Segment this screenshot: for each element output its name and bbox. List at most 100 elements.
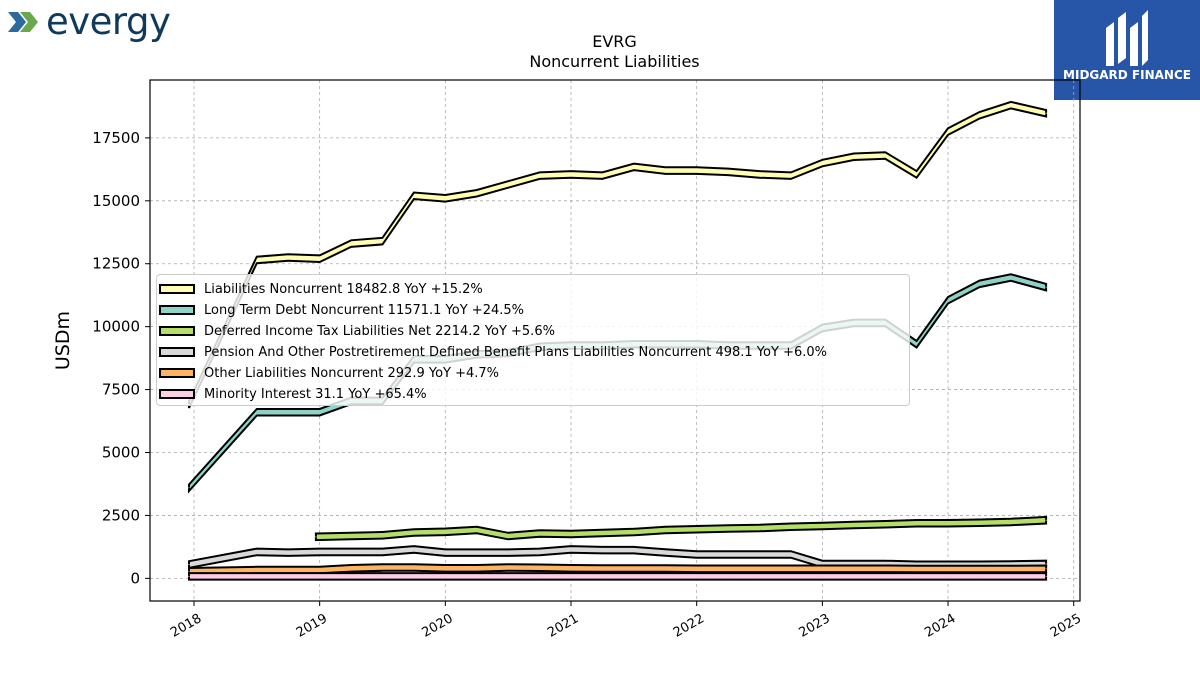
series-2-point	[476, 529, 478, 531]
series-5-point	[256, 575, 258, 577]
series-3-point	[381, 551, 384, 553]
series-5-point	[790, 575, 792, 577]
legend-label: Pension And Other Postretirement Defined…	[204, 344, 827, 360]
series-band-0	[188, 100, 1048, 409]
legend-swatch	[159, 326, 195, 336]
series-2-point	[821, 525, 824, 527]
series-2-point	[790, 526, 792, 528]
y-tick-label: 17500	[92, 129, 140, 147]
series-4-point	[821, 568, 824, 570]
y-tick-label: 0	[130, 569, 140, 587]
series-4-point	[256, 569, 258, 571]
series-band-5	[188, 572, 1048, 581]
series-4-point	[287, 569, 289, 571]
series-2-point	[315, 536, 317, 538]
series-3-point	[188, 563, 190, 566]
series-5-point	[947, 575, 949, 577]
series-4-point	[696, 568, 698, 570]
series-4-point	[413, 566, 415, 569]
x-tick-label: 2021	[545, 611, 581, 641]
series-2-point	[884, 523, 886, 525]
series-2-point	[727, 527, 729, 530]
series-3-point	[853, 563, 855, 565]
series-5-point	[601, 575, 604, 577]
series-2-point	[853, 524, 855, 526]
series-0-point	[319, 258, 321, 260]
chart-title: EVRG	[592, 32, 637, 51]
legend-entry: Minority Interest 31.1 YoY +65.4%	[157, 384, 427, 404]
series-5-point	[413, 575, 415, 577]
series-2-point	[696, 528, 698, 530]
series-4-point	[1045, 568, 1047, 570]
series-3-point	[476, 552, 478, 554]
series-1-point	[916, 343, 918, 345]
legend-swatch	[159, 389, 195, 399]
series-1-point	[256, 411, 258, 413]
series-3-point	[758, 553, 761, 556]
series-0-point	[350, 243, 352, 245]
legend-entry: Liabilities Noncurrent 18482.8 YoY +15.2…	[157, 279, 483, 299]
series-5-point	[696, 575, 698, 577]
x-tick-label: 2019	[294, 611, 330, 641]
legend-swatch	[159, 347, 195, 357]
series-4-point	[381, 566, 384, 569]
series-1-point	[978, 283, 981, 285]
series-4-point	[188, 570, 190, 572]
midgard-brand-text: MIDGARD FINANCE	[1063, 68, 1191, 82]
series-0-point	[916, 173, 918, 175]
series-2-point	[507, 535, 509, 537]
series-4-point	[884, 568, 886, 570]
x-tick-label: 2022	[671, 611, 707, 641]
series-4-point	[1010, 568, 1012, 570]
series-5-point	[853, 575, 855, 577]
series-0-point	[633, 166, 635, 168]
series-3-point	[570, 548, 572, 551]
midgard-monogram-icon	[1106, 10, 1148, 66]
series-2-point	[444, 531, 446, 533]
series-2-point	[633, 531, 635, 533]
series-4-point	[947, 568, 949, 570]
series-4-point	[476, 567, 478, 569]
series-0-point	[413, 195, 415, 197]
series-2-point	[381, 534, 384, 536]
evergy-logo: evergy	[8, 0, 171, 43]
series-4-point	[978, 568, 981, 570]
series-0-point	[758, 173, 761, 175]
x-tick-label: 2024	[922, 611, 958, 641]
series-4-point	[507, 566, 509, 569]
series-3-point	[539, 551, 541, 553]
series-2-point	[601, 532, 604, 534]
series-5-point	[727, 575, 729, 577]
series-0-point	[256, 259, 258, 261]
series-5-point	[916, 575, 918, 577]
y-axis-label: USDm	[52, 311, 74, 370]
series-5-point	[821, 575, 824, 577]
series-4-point	[539, 567, 541, 569]
series-3-point	[1045, 563, 1047, 565]
series-1-point	[319, 411, 321, 413]
series-5-point	[539, 575, 541, 577]
series-3-point	[319, 551, 321, 553]
series-5-point	[1045, 575, 1047, 577]
series-4-point	[916, 568, 918, 570]
series-4-point	[853, 568, 855, 570]
series-0-point	[1010, 104, 1012, 106]
series-5-point	[507, 575, 509, 577]
evergy-wordmark: evergy	[46, 0, 171, 43]
series-4-point	[633, 567, 635, 570]
series-2-point	[758, 527, 761, 529]
series-0-point	[664, 170, 666, 172]
legend-swatch	[159, 368, 195, 378]
series-4-point	[319, 569, 321, 571]
legend-label: Deferred Income Tax Liabilities Net 2214…	[204, 323, 555, 339]
series-4-point	[790, 568, 792, 570]
series-3-point	[350, 551, 352, 553]
series-5-point	[884, 575, 886, 577]
series-5-point	[664, 575, 666, 577]
series-5-point	[633, 575, 635, 577]
plot-frame	[149, 79, 1081, 602]
midgard-finance-logo: MIDGARD FINANCE	[1054, 0, 1200, 100]
series-3-point	[696, 553, 698, 556]
series-4-point	[758, 568, 761, 570]
x-tick-label: 2018	[168, 611, 204, 641]
